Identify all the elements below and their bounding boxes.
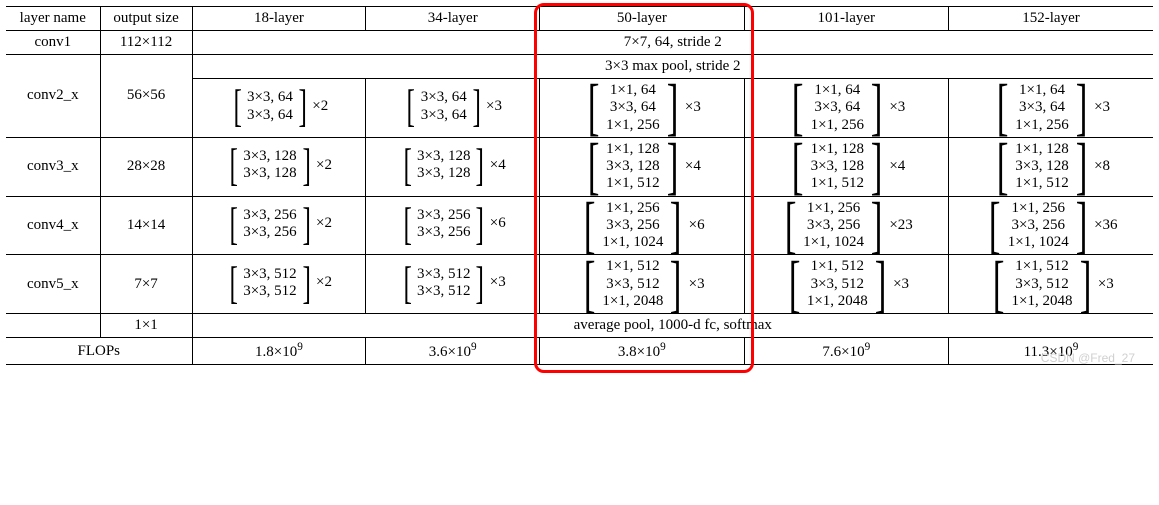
row-flops: FLOPs 1.8×109 3.6×109 3.8×109 7.6×109 11… bbox=[6, 338, 1153, 365]
conv3-152: [1×1, 1283×3, 1281×1, 512]×8 bbox=[949, 137, 1153, 196]
conv3-size: 28×28 bbox=[100, 137, 192, 196]
row-conv3x: conv3_x 28×28 [3×3, 1283×3, 128]×2 [3×3,… bbox=[6, 137, 1153, 196]
conv3-101: [1×1, 1283×3, 1281×1, 512]×4 bbox=[744, 137, 948, 196]
row-conv4x: conv4_x 14×14 [3×3, 2563×3, 256]×2 [3×3,… bbox=[6, 196, 1153, 255]
col-output-size: output size bbox=[100, 7, 192, 31]
tail-name-empty bbox=[6, 314, 100, 338]
conv4-name: conv4_x bbox=[6, 196, 100, 255]
conv2-18: [3×3, 643×3, 64]×2 bbox=[192, 79, 366, 138]
conv5-18: [3×3, 5123×3, 512]×2 bbox=[192, 255, 366, 314]
conv3-34: [3×3, 1283×3, 128]×4 bbox=[366, 137, 540, 196]
flops-152: 11.3×109 bbox=[949, 338, 1153, 365]
tail-size: 1×1 bbox=[100, 314, 192, 338]
conv2-101: [1×1, 643×3, 641×1, 256]×3 bbox=[744, 79, 948, 138]
conv4-101: [1×1, 2563×3, 2561×1, 1024]×23 bbox=[744, 196, 948, 255]
flops-label: FLOPs bbox=[6, 338, 192, 365]
row-pool: conv2_x 56×56 3×3 max pool, stride 2 bbox=[6, 55, 1153, 79]
conv2-name: conv2_x bbox=[6, 55, 100, 138]
conv5-50: [1×1, 5123×3, 5121×1, 2048]×3 bbox=[540, 255, 744, 314]
conv5-34: [3×3, 5123×3, 512]×3 bbox=[366, 255, 540, 314]
row-conv1: conv1 112×112 7×7, 64, stride 2 bbox=[6, 31, 1153, 55]
conv2-50: [1×1, 643×3, 641×1, 256]×3 bbox=[540, 79, 744, 138]
col-layer-name: layer name bbox=[6, 7, 100, 31]
conv4-152: [1×1, 2563×3, 2561×1, 1024]×36 bbox=[949, 196, 1153, 255]
conv2-size: 56×56 bbox=[100, 55, 192, 138]
conv5-name: conv5_x bbox=[6, 255, 100, 314]
conv5-size: 7×7 bbox=[100, 255, 192, 314]
conv4-18: [3×3, 2563×3, 256]×2 bbox=[192, 196, 366, 255]
conv2-152: [1×1, 643×3, 641×1, 256]×3 bbox=[949, 79, 1153, 138]
row-tail: 1×1 average pool, 1000-d fc, softmax bbox=[6, 314, 1153, 338]
conv1-spec: 7×7, 64, stride 2 bbox=[192, 31, 1153, 55]
flops-18: 1.8×109 bbox=[192, 338, 366, 365]
row-conv5x: conv5_x 7×7 [3×3, 5123×3, 512]×2 [3×3, 5… bbox=[6, 255, 1153, 314]
conv1-name: conv1 bbox=[6, 31, 100, 55]
col-152: 152-layer bbox=[949, 7, 1153, 31]
resnet-arch-table: layer name output size 18-layer 34-layer… bbox=[6, 6, 1153, 365]
conv3-name: conv3_x bbox=[6, 137, 100, 196]
conv3-50: [1×1, 1283×3, 1281×1, 512]×4 bbox=[540, 137, 744, 196]
col-34: 34-layer bbox=[366, 7, 540, 31]
table-header-row: layer name output size 18-layer 34-layer… bbox=[6, 7, 1153, 31]
table-wrap: layer name output size 18-layer 34-layer… bbox=[6, 6, 1153, 365]
col-18: 18-layer bbox=[192, 7, 366, 31]
conv4-50: [1×1, 2563×3, 2561×1, 1024]×6 bbox=[540, 196, 744, 255]
conv4-size: 14×14 bbox=[100, 196, 192, 255]
conv3-18: [3×3, 1283×3, 128]×2 bbox=[192, 137, 366, 196]
col-101: 101-layer bbox=[744, 7, 948, 31]
flops-50: 3.8×109 bbox=[540, 338, 744, 365]
conv1-size: 112×112 bbox=[100, 31, 192, 55]
flops-101: 7.6×109 bbox=[744, 338, 948, 365]
col-50: 50-layer bbox=[540, 7, 744, 31]
conv2-34: [3×3, 643×3, 64]×3 bbox=[366, 79, 540, 138]
conv5-152: [1×1, 5123×3, 5121×1, 2048]×3 bbox=[949, 255, 1153, 314]
conv4-34: [3×3, 2563×3, 256]×6 bbox=[366, 196, 540, 255]
conv5-101: [1×1, 5123×3, 5121×1, 2048]×3 bbox=[744, 255, 948, 314]
flops-34: 3.6×109 bbox=[366, 338, 540, 365]
